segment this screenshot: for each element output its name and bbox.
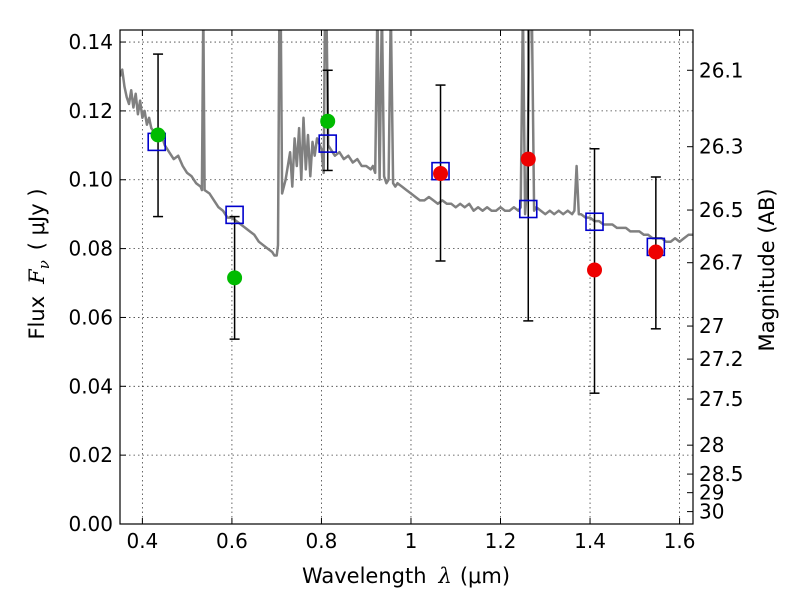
model-flux-square xyxy=(225,205,244,225)
x-tick-label: 1.6 xyxy=(664,529,696,553)
y2-tick-label: 30 xyxy=(699,500,724,524)
photometry-layer xyxy=(147,30,666,394)
sed-model-layer xyxy=(120,30,693,257)
y2-tick-label: 26.5 xyxy=(699,198,744,222)
y2-axis-label: Magnitude (AB) xyxy=(755,188,779,351)
nir-flux-point xyxy=(648,244,664,260)
x-tick-label: 0.8 xyxy=(306,529,338,553)
y-axis-label-units: ( μJy ) xyxy=(25,188,49,250)
y2-tick-label: 28 xyxy=(699,433,724,457)
y-tick-label: 0.08 xyxy=(68,237,113,261)
x-tick-label: 1.2 xyxy=(485,529,517,553)
y2-tick-label: 27.5 xyxy=(699,387,744,411)
y2-axis-label-text: Magnitude (AB) xyxy=(755,188,779,351)
x-tick-label: 1.4 xyxy=(574,529,606,553)
x-axis-label: Wavelength λ (μm) xyxy=(302,564,510,588)
x-axis-label-prefix: Wavelength xyxy=(302,564,427,588)
y2-tick-label: 28.5 xyxy=(699,462,744,486)
y-axis-label-subscript: ν xyxy=(35,260,53,269)
y2-tick-label: 29 xyxy=(699,481,724,505)
sed-model-curve xyxy=(120,30,693,257)
y-tick-label: 0.12 xyxy=(68,99,113,123)
plot-frame xyxy=(119,29,694,525)
y2-tick-label: 26.1 xyxy=(699,58,744,82)
nir-flux-point xyxy=(587,262,603,278)
y-axis-label: Flux Fν ( μJy ) xyxy=(25,188,53,339)
y-axis-label-symbol: F xyxy=(25,268,49,285)
svg-text:FluxFν( μJy ): Flux Fν ( μJy ) xyxy=(25,188,53,339)
y-tick-label: 0.02 xyxy=(68,443,113,467)
y2-tick-label: 26.7 xyxy=(699,251,744,275)
nir-flux-point xyxy=(520,151,536,167)
y2-tick-label: 27.2 xyxy=(699,347,744,371)
model-flux-square xyxy=(518,199,538,219)
optical-flux-point xyxy=(320,113,336,129)
x-tick-label: 1 xyxy=(405,529,418,553)
y2-tick-label: 27 xyxy=(699,314,724,338)
nir-flux-point xyxy=(433,166,449,182)
x-tick-label: 0.4 xyxy=(126,529,158,553)
y-axis-label-prefix: Flux xyxy=(25,296,49,340)
optical-flux-point xyxy=(150,127,166,143)
model-flux-square xyxy=(318,134,338,153)
y-tick-label: 0.10 xyxy=(68,168,113,192)
x-axis-label-units: (μm) xyxy=(460,564,510,588)
optical-flux-point xyxy=(227,270,243,286)
y-tick-label: 0.06 xyxy=(68,305,113,329)
x-tick-label: 0.6 xyxy=(216,529,248,553)
y2-tick-label: 26.3 xyxy=(699,135,744,159)
y-tick-label: 0.14 xyxy=(68,30,113,54)
tick-labels: 0.4 0.6 0.8 1 1.2 1.4 1.6 0.00 0.02 0.04 0.06 0.08 0… xyxy=(68,30,743,553)
y-tick-label: 0.04 xyxy=(68,374,113,398)
y-tick-label: 0.00 xyxy=(68,512,113,536)
model-flux-square xyxy=(585,212,604,232)
ticks xyxy=(120,30,693,525)
x-axis-label-symbol: λ xyxy=(438,564,452,588)
